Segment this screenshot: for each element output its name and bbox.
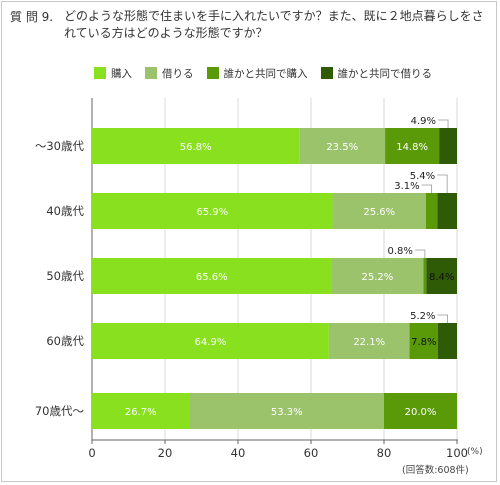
bar-label-r2-s1: 25.2% bbox=[362, 272, 394, 283]
legend-item-joint-buy: 誰かと共同で購入 bbox=[206, 66, 308, 81]
legend-item-buy: 購入 bbox=[94, 66, 132, 81]
bar-label-r3-s2: 7.8% bbox=[411, 337, 436, 348]
legend-label-buy: 購入 bbox=[111, 67, 132, 80]
x-tick-label-20: 20 bbox=[158, 446, 173, 460]
bar-label-r0-s1: 23.5% bbox=[326, 142, 358, 153]
question-text: どのような形態で住まいを手に入れたいですか？また、既に２地点暮らしをされている方… bbox=[64, 9, 484, 40]
x-tick-label-100: 100 bbox=[446, 446, 468, 460]
bar-segment-r4-s2 bbox=[384, 393, 457, 429]
legend-label-rent: 借りる bbox=[162, 67, 194, 80]
question-label: 質 問 9. bbox=[10, 10, 54, 24]
bar-label-r1-s1: 25.6% bbox=[363, 207, 395, 218]
callout-label-r1-s3: 5.4% bbox=[410, 171, 435, 182]
bar-segment-r3-s1 bbox=[328, 323, 410, 359]
callout-leader-r1-s2 bbox=[421, 184, 433, 193]
bar-label-r4-s1: 53.3% bbox=[271, 407, 303, 418]
callout-label-r2-s2: 0.8% bbox=[387, 246, 412, 257]
legend-label-joint-rent: 誰かと共同で借りる bbox=[337, 67, 433, 80]
legend-item-rent: 借りる bbox=[145, 66, 194, 81]
legend-swatch-joint-rent bbox=[320, 67, 333, 79]
callout-label-r3-s3: 5.2% bbox=[410, 311, 435, 322]
legend-swatch-joint-buy bbox=[206, 67, 219, 79]
bar-label-r2-s3: 8.4% bbox=[429, 272, 454, 283]
bar-label-r1-s0: 65.9% bbox=[196, 207, 228, 218]
bar-segment-r0-s2 bbox=[385, 128, 440, 164]
bar-label-r3-s1: 22.1% bbox=[353, 337, 385, 348]
bar-label-r0-s2: 14.8% bbox=[396, 142, 428, 153]
bar-segment-r3-s0 bbox=[92, 323, 329, 359]
bar-segment-r0-s1 bbox=[299, 128, 386, 164]
legend-label-joint-buy: 誰かと共同で購入 bbox=[223, 67, 308, 80]
x-tick-label-40: 40 bbox=[231, 446, 246, 460]
bar-segment-r4-s1 bbox=[189, 393, 384, 429]
legend-swatch-rent bbox=[145, 67, 157, 79]
category-label-4: 70歳代～ bbox=[35, 404, 85, 418]
x-tick-label-80: 80 bbox=[377, 446, 392, 460]
bar-segment-r4-s0 bbox=[92, 393, 190, 429]
legend-swatch-buy bbox=[94, 67, 106, 79]
callout-label-r1-s2: 3.1% bbox=[394, 181, 419, 192]
bar-label-r3-s0: 64.9% bbox=[195, 337, 227, 348]
bar-label-r4-s0: 26.7% bbox=[125, 407, 157, 418]
bar-segment-r0-s0 bbox=[92, 128, 300, 164]
category-label-2: 50歳代 bbox=[46, 269, 84, 283]
bar-segment-r1-s1 bbox=[332, 193, 426, 229]
chart-legend: 購入 借りる 誰かと共同で購入 誰かと共同で借りる bbox=[94, 65, 445, 81]
callout-leader-r0-s3 bbox=[438, 119, 449, 128]
bar-segment-r3-s3 bbox=[438, 323, 457, 359]
callout-leader-r2-s2 bbox=[414, 249, 426, 258]
category-label-3: 60歳代 bbox=[46, 334, 84, 348]
bar-segment-r2-s1 bbox=[331, 258, 424, 294]
x-tick-label-0: 0 bbox=[88, 446, 95, 460]
bar-label-r2-s0: 65.6% bbox=[196, 272, 228, 283]
bar-label-r4-s2: 20.0% bbox=[405, 407, 437, 418]
axis-unit: (%) bbox=[467, 447, 483, 457]
callout-leader-r1-s3 bbox=[437, 174, 448, 193]
sample-size-note: (回答数:608件) bbox=[402, 465, 469, 476]
category-label-1: 40歳代 bbox=[46, 204, 84, 218]
bar-segment-r1-s0 bbox=[92, 193, 333, 229]
bar-segment-r2-s0 bbox=[92, 258, 332, 294]
bar-segment-r1-s2 bbox=[425, 193, 438, 229]
callout-leader-r3-s3 bbox=[437, 314, 448, 323]
bar-segment-r0-s3 bbox=[439, 128, 457, 164]
callout-label-r0-s3: 4.9% bbox=[411, 116, 436, 127]
category-label-0: ～30歳代 bbox=[35, 139, 85, 153]
bar-label-r0-s0: 56.8% bbox=[180, 142, 212, 153]
legend-item-joint-rent: 誰かと共同で借りる bbox=[320, 66, 433, 81]
bar-segment-r1-s3 bbox=[437, 193, 457, 229]
bar-segment-r2-s3 bbox=[426, 258, 457, 294]
bar-segment-r3-s2 bbox=[409, 323, 439, 359]
bar-segment-r2-s2 bbox=[423, 258, 427, 294]
x-tick-label-60: 60 bbox=[304, 446, 319, 460]
